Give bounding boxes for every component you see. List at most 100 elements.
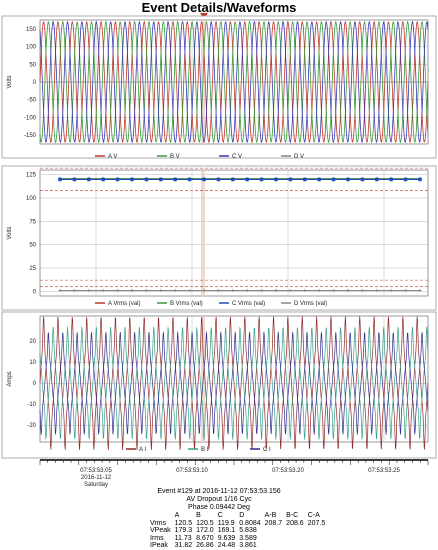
- data-point: [288, 177, 293, 182]
- data-point: [346, 177, 350, 182]
- data-point: [159, 289, 162, 292]
- table-row: Irms 11.73 8.670 9.639 3.589: [148, 535, 327, 543]
- table-cell: 0.8084: [239, 519, 261, 527]
- y-tick-label: -150: [24, 133, 37, 139]
- data-point: [144, 177, 149, 182]
- data-point: [202, 289, 206, 292]
- event-line: Event #129 at 2016-11-12 07:53:53.156: [157, 488, 281, 495]
- data-point: [260, 289, 263, 292]
- data-point: [289, 289, 292, 292]
- data-point: [303, 289, 306, 292]
- data-point: [231, 289, 234, 292]
- data-point: [374, 177, 379, 182]
- table-header-cell: B: [196, 512, 201, 519]
- data-point: [246, 289, 249, 292]
- table-cell: 11.73: [174, 534, 192, 542]
- data-point: [404, 289, 407, 292]
- data-point: [259, 177, 264, 182]
- data-point: [360, 177, 365, 182]
- legend-label: B I: [201, 447, 209, 453]
- data-point: [58, 289, 62, 292]
- data-point: [217, 289, 220, 292]
- data-point: [331, 177, 336, 182]
- y-tick-label: 10: [29, 360, 36, 366]
- y-tick-label: 20: [29, 339, 36, 345]
- y-axis-label: Volts: [7, 75, 13, 88]
- data-point: [72, 177, 77, 182]
- table-header-cell: C-A: [307, 512, 320, 519]
- data-point: [102, 289, 105, 292]
- data-point: [361, 289, 364, 292]
- data-point: [86, 177, 91, 182]
- y-tick-label: -10: [27, 402, 36, 408]
- legend-label: A I: [139, 447, 146, 453]
- legend-label: D V: [294, 154, 304, 160]
- phase-line: Phase 0.09442 Deg: [188, 504, 250, 511]
- data-point: [274, 289, 278, 292]
- day-label: Saturday: [84, 482, 108, 488]
- measurement-table: A B C D A-B B-C C-A Vrms 120.5 120.5 119.9 0.8084 2…: [148, 512, 327, 550]
- data-point: [318, 289, 321, 292]
- legend-label: B Vrms (val): [170, 301, 203, 307]
- data-point: [173, 177, 178, 182]
- legend-label: A V: [108, 154, 117, 160]
- table-cell: [284, 527, 306, 535]
- table-cell: 172.0: [196, 527, 214, 534]
- data-point: [346, 289, 350, 292]
- data-point: [187, 177, 192, 182]
- y-tick-label: 125: [26, 173, 37, 179]
- table-cell: 207.5: [307, 519, 326, 527]
- table-cell: 119.9: [217, 519, 235, 527]
- series-line: [39, 326, 429, 440]
- data-point: [418, 289, 422, 292]
- series-line: [39, 20, 429, 144]
- data-point: [302, 177, 307, 182]
- measurement-header-row: A B C D A-B B-C C-A: [148, 512, 327, 520]
- series-line: [39, 331, 429, 435]
- y-tick-label: 0: [33, 80, 37, 86]
- table-cell: 5.838: [239, 527, 257, 534]
- table-cell: 208.6: [286, 519, 304, 527]
- row-label: VPeak: [150, 527, 171, 534]
- data-point: [101, 177, 106, 182]
- data-point: [317, 177, 322, 182]
- time-tick-label: 07:53:53.10: [176, 468, 208, 474]
- table-cell: 120.5: [196, 519, 214, 527]
- data-point: [58, 177, 62, 182]
- data-point: [158, 177, 163, 182]
- y-tick-label: 150: [26, 27, 37, 33]
- data-point: [202, 177, 206, 182]
- y-tick-label: -100: [24, 115, 37, 121]
- table-cell: [306, 535, 328, 543]
- table-cell: 8.670: [196, 534, 214, 542]
- data-point: [403, 177, 408, 182]
- data-point: [216, 177, 221, 182]
- data-point: [73, 289, 76, 292]
- y-tick-label: 100: [26, 45, 37, 51]
- data-point: [418, 177, 422, 182]
- table-header-cell: B-C: [286, 512, 299, 519]
- row-label: Vrms: [150, 519, 167, 527]
- data-point: [174, 289, 177, 292]
- legend-label: C I: [263, 447, 271, 453]
- event-type: AV Dropout 1/16 Cyc: [186, 496, 252, 503]
- table-cell: 169.1: [217, 527, 236, 534]
- y-axis-label: Amps: [7, 371, 13, 386]
- legend-label: B V: [170, 154, 180, 160]
- table-header-cell: A-B: [264, 512, 277, 519]
- data-point: [230, 177, 235, 182]
- table-header-cell: A: [174, 512, 180, 519]
- event-cursor-band: [201, 170, 205, 296]
- table-header-cell: C: [217, 512, 223, 519]
- table-cell: 208.7: [264, 519, 283, 527]
- y-axis-label: Volts: [7, 226, 13, 239]
- table-cell: 179.3: [174, 527, 193, 534]
- table-cell: 9.639: [217, 534, 236, 542]
- data-point: [87, 289, 91, 292]
- data-point: [116, 289, 119, 292]
- table-row: Vrms 120.5 120.5 119.9 0.8084 208.7 208.6 207.5: [148, 520, 327, 528]
- table-cell: [263, 527, 285, 535]
- data-point: [332, 289, 335, 292]
- data-point: [389, 177, 394, 182]
